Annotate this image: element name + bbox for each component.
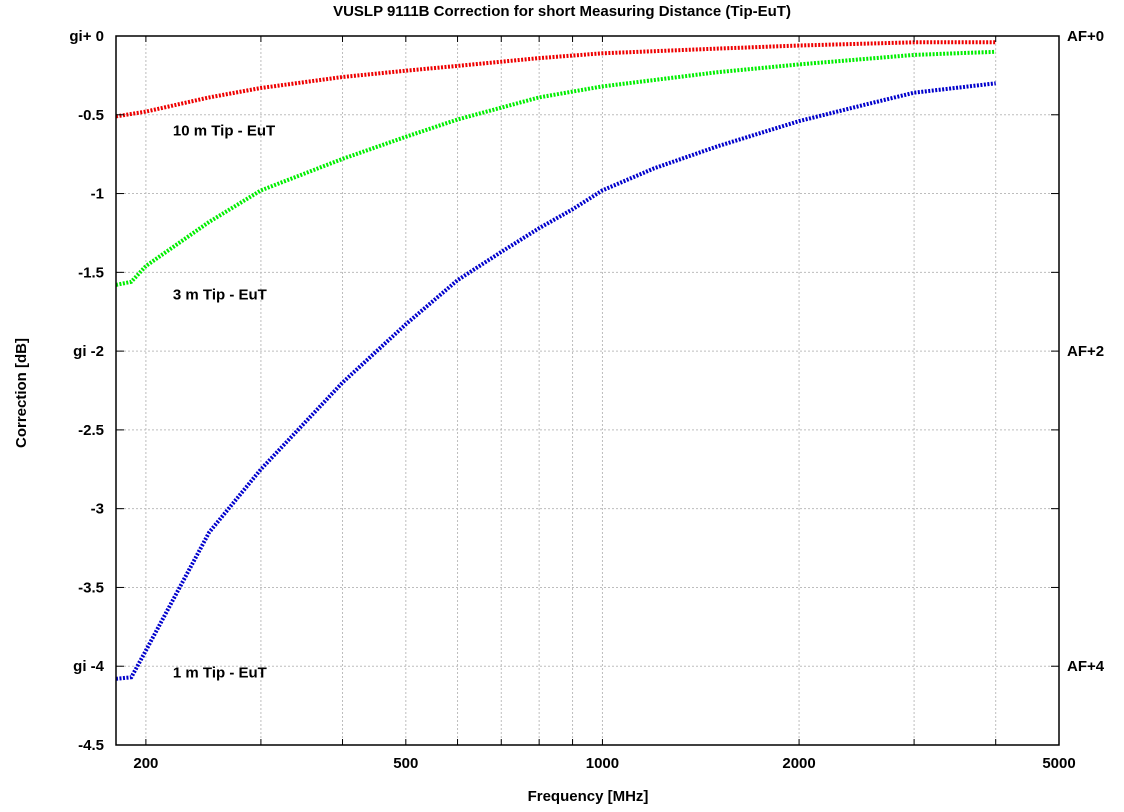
plot-frame [115, 35, 1060, 746]
series-label-3: 1 m Tip - EuT [173, 665, 267, 682]
y-tick-label: -4.5 [78, 737, 104, 754]
series-labels: 10 m Tip - EuT 3 m Tip - EuT 1 m Tip - EuT [173, 123, 275, 682]
x-tick-label: 1000 [586, 755, 619, 772]
y2-tick-label: AF+2 [1067, 343, 1104, 360]
y-tick-label: -0.5 [78, 107, 104, 124]
series-line-2 [115, 49, 996, 287]
x-axis-label: Frequency [MHz] [528, 788, 649, 805]
y-tick-label: -1 [91, 186, 104, 203]
series-label-2: 3 m Tip - EuT [173, 286, 267, 303]
x-tick-label: 5000 [1042, 755, 1075, 772]
series-label-1: 10 m Tip - EuT [173, 123, 275, 140]
y2-tick-label: AF+0 [1067, 28, 1104, 45]
x-tick-label: 500 [393, 755, 418, 772]
y-tick-label: gi -4 [73, 658, 104, 675]
tick-marks [116, 35, 1059, 746]
y-tick-label: -3 [91, 501, 104, 518]
x-tick-label: 2000 [782, 755, 815, 772]
y-tick-label: -2.5 [78, 422, 104, 439]
grid [116, 35, 1059, 746]
y-tick-label: gi -2 [73, 343, 104, 360]
y-axis-label: Correction [dB] [13, 338, 30, 448]
x-tick-label: 200 [133, 755, 158, 772]
series-lines [115, 40, 996, 681]
tick-labels: gi+ 0 -0.5 -1 -1.5 gi -2 -2.5 -3 -3.5 gi -4 -4.5 A… [69, 28, 1104, 772]
y2-tick-label: AF+4 [1067, 658, 1105, 675]
y-tick-label: -1.5 [78, 264, 104, 281]
series-line-3 [115, 81, 996, 681]
y-tick-label: gi+ 0 [69, 28, 104, 45]
chart-title: VUSLP 9111B Correction for short Measuri… [333, 3, 791, 20]
y-tick-label: -3.5 [78, 579, 104, 596]
series-line-1 [115, 40, 996, 119]
